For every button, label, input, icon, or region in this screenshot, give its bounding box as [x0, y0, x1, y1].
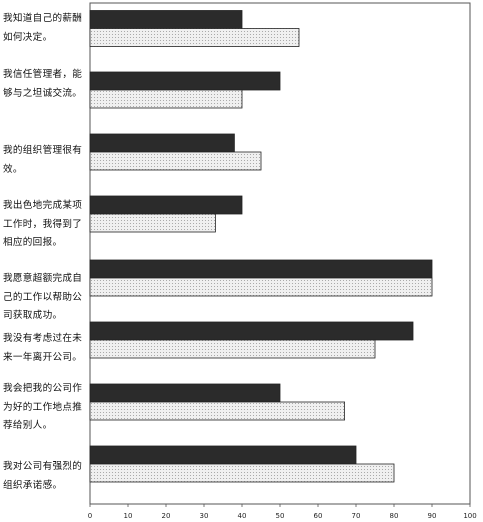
- bar-series2-cat7: [89, 401, 346, 421]
- x-tick-label: 40: [238, 512, 247, 520]
- x-tick-label: 60: [314, 512, 323, 520]
- bar-series2-cat3: [89, 151, 262, 171]
- category-label-6: 我没有考虑过在未来一年离开公司。: [3, 333, 83, 363]
- bar-series1-cat5: [89, 259, 433, 279]
- x-tick-label: 10: [124, 512, 133, 520]
- x-axis-ticks: 0 10 20 30 40 50 60 70 80 90 100: [88, 504, 477, 520]
- category-label-1: 我知道自己的薪酬如何决定。: [3, 13, 83, 43]
- category-label-4: 我出色地完成某项工作时，我得到了相应的回报。: [3, 200, 83, 248]
- bar-series1-cat1: [89, 10, 243, 29]
- bars-group: [89, 10, 433, 483]
- category-label-8: 我对公司有强烈的组织承诺感。: [3, 461, 83, 491]
- bar-series1-cat3: [89, 133, 235, 153]
- bar-series2-cat2: [89, 89, 243, 109]
- x-tick-label: 70: [352, 512, 361, 520]
- x-tick-label: 90: [428, 512, 437, 520]
- bar-series1-cat4: [89, 195, 243, 215]
- category-label-5: 我愿意超额完成自己的工作以帮助公司获取成功。: [3, 273, 83, 321]
- category-label-7: 我会把我的公司作为好的工作地点推荐给别人。: [3, 383, 83, 431]
- category-label-3: 我的组织管理很有效。: [3, 145, 83, 175]
- bar-series2-cat8: [89, 463, 395, 483]
- bar-series2-cat5: [89, 277, 433, 297]
- bar-series1-cat7: [89, 383, 281, 403]
- x-tick-label: 20: [162, 512, 171, 520]
- bar-series2-cat4: [89, 213, 216, 233]
- bar-series2-cat6: [89, 339, 376, 359]
- bar-series1-cat6: [89, 321, 414, 341]
- x-tick-label: 0: [88, 512, 92, 520]
- x-tick-label: 80: [390, 512, 399, 520]
- bar-series2-cat1: [89, 28, 300, 47]
- x-tick-label: 100: [463, 512, 476, 520]
- x-tick-label: 50: [276, 512, 285, 520]
- bar-series1-cat8: [89, 445, 357, 465]
- bar-series1-cat2: [89, 71, 281, 91]
- category-label-2: 我信任管理者，能够与之坦诚交流。: [3, 69, 83, 99]
- x-tick-label: 30: [200, 512, 209, 520]
